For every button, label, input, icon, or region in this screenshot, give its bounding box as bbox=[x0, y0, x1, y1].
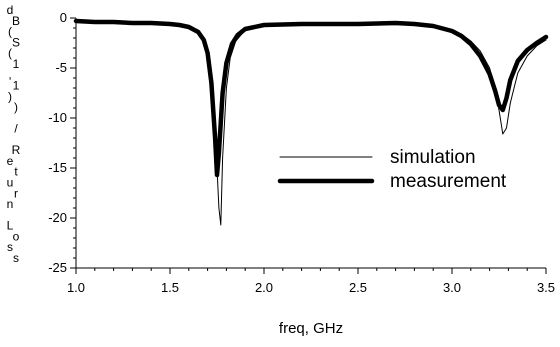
y-axis-label-char: S bbox=[12, 35, 20, 49]
y-tick-label: -25 bbox=[48, 260, 67, 275]
y-axis-label-char: d bbox=[7, 3, 14, 17]
y-axis-label-char: ) bbox=[8, 89, 12, 103]
y-ticks: 0 -5 -10 -15 -20 -25 bbox=[48, 10, 76, 275]
y-axis-label-char: n bbox=[7, 197, 14, 211]
y-axis-label-char: u bbox=[7, 176, 14, 190]
y-axis-label-char: 1 bbox=[13, 57, 20, 71]
y-axis-label-char: r bbox=[14, 186, 18, 200]
legend: simulation measurement bbox=[277, 147, 507, 192]
x-tick-label: 2.0 bbox=[255, 280, 273, 295]
y-tick-label: -5 bbox=[55, 60, 67, 75]
y-axis-label-char: 1 bbox=[13, 78, 20, 92]
y-axis-label-char: B bbox=[12, 14, 20, 28]
x-tick-label: 3.0 bbox=[443, 280, 461, 295]
y-axis-label-char: o bbox=[13, 229, 20, 243]
y-tick-label: 0 bbox=[60, 10, 67, 25]
series-group bbox=[73, 18, 549, 226]
x-tick-label: 2.5 bbox=[349, 280, 367, 295]
y-axis-label-char: R bbox=[12, 143, 21, 157]
y-axis-label-char: s bbox=[13, 251, 19, 265]
y-axis-label-char: L bbox=[7, 219, 14, 233]
y-axis-label-char: e bbox=[7, 154, 14, 168]
legend-label-measurement: measurement bbox=[390, 171, 507, 192]
y-axis-label-char: / bbox=[14, 122, 18, 136]
y-axis-label-char: ) bbox=[14, 100, 18, 114]
x-tick-label: 1.0 bbox=[67, 280, 85, 295]
y-axis-label-char: ( bbox=[8, 46, 12, 60]
x-tick-label: 1.5 bbox=[161, 280, 179, 295]
y-tick-label: -20 bbox=[48, 210, 67, 225]
y-axis-label-char: t bbox=[14, 165, 18, 179]
series-line-measurement bbox=[73, 18, 549, 178]
y-tick-label: -10 bbox=[48, 110, 67, 125]
x-ticks: 1.0 1.5 2.0 2.5 3.0 3.5 bbox=[67, 268, 555, 295]
x-axis-title: freq, GHz bbox=[279, 320, 343, 337]
y-tick-label: -15 bbox=[48, 160, 67, 175]
y-axis-label-char: , bbox=[8, 68, 11, 82]
x-tick-label: 3.5 bbox=[537, 280, 555, 295]
y-axis-label-char: s bbox=[7, 240, 13, 254]
legend-label-simulation: simulation bbox=[390, 147, 476, 168]
y-axis-label-char: ( bbox=[8, 25, 12, 39]
